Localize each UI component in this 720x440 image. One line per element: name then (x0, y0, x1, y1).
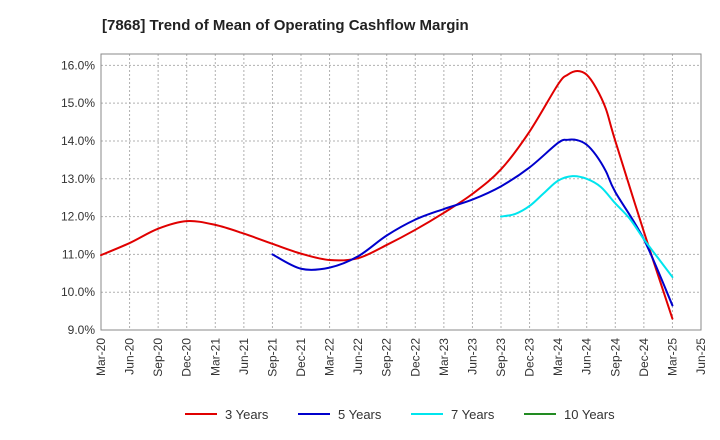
x-tick-label: Mar-20 (94, 338, 108, 376)
y-tick-label: 14.0% (61, 134, 95, 148)
y-tick-label: 9.0% (68, 323, 96, 337)
x-tick-label: Mar-24 (551, 338, 565, 376)
x-tick-label: Dec-24 (637, 338, 651, 377)
x-tick-label: Mar-22 (323, 338, 337, 376)
x-tick-label: Dec-23 (523, 338, 537, 377)
series-line-3-years (100, 70, 674, 320)
grid-layer (100, 54, 702, 331)
x-tick-label: Sep-22 (380, 338, 394, 377)
series-line-7-years (500, 175, 674, 279)
x-tick-label: Dec-20 (180, 338, 194, 377)
x-tick-label: Jun-25 (694, 338, 708, 375)
legend-label-10-years: 10 Years (564, 407, 615, 422)
series-line-5-years (271, 138, 674, 307)
x-tick-label: Sep-24 (608, 338, 622, 377)
x-tick-label: Jun-23 (465, 338, 479, 375)
legend-label-3-years: 3 Years (225, 407, 269, 422)
y-tick-label: 13.0% (61, 172, 95, 186)
x-tick-label: Dec-22 (408, 338, 422, 377)
y-tick-label: 10.0% (61, 285, 95, 299)
y-axis-ticks: 9.0% 10.0% 11.0% 12.0% 13.0% 14.0% 15.0% 16.0% (61, 58, 95, 337)
series-layer (100, 70, 674, 320)
x-tick-label: Sep-20 (151, 338, 165, 377)
y-tick-label: 15.0% (61, 96, 95, 110)
legend-label-7-years: 7 Years (451, 407, 495, 422)
y-tick-label: 12.0% (61, 210, 95, 224)
x-tick-label: Mar-25 (665, 338, 679, 376)
x-tick-label: Dec-21 (294, 338, 308, 377)
x-tick-label: Mar-23 (437, 338, 451, 376)
chart-title: [7868] Trend of Mean of Operating Cashfl… (102, 17, 469, 34)
x-axis-ticks: Mar-20 Jun-20 Sep-20 Dec-20 Mar-21 Jun-21 Sep-… (94, 338, 708, 377)
y-tick-label: 11.0% (62, 247, 95, 261)
x-tick-label: Jun-24 (580, 338, 594, 375)
y-tick-label: 16.0% (61, 58, 95, 72)
x-tick-label: Jun-21 (237, 338, 251, 375)
legend: 3 Years 5 Years 7 Years 10 Years (185, 407, 615, 422)
legend-label-5-years: 5 Years (338, 407, 382, 422)
x-tick-label: Sep-23 (494, 338, 508, 377)
plot-area-frame (100, 53, 702, 331)
x-tick-label: Mar-21 (208, 338, 222, 376)
x-tick-label: Jun-20 (123, 338, 137, 375)
x-tick-label: Sep-21 (265, 338, 279, 377)
x-tick-label: Jun-22 (351, 338, 365, 375)
